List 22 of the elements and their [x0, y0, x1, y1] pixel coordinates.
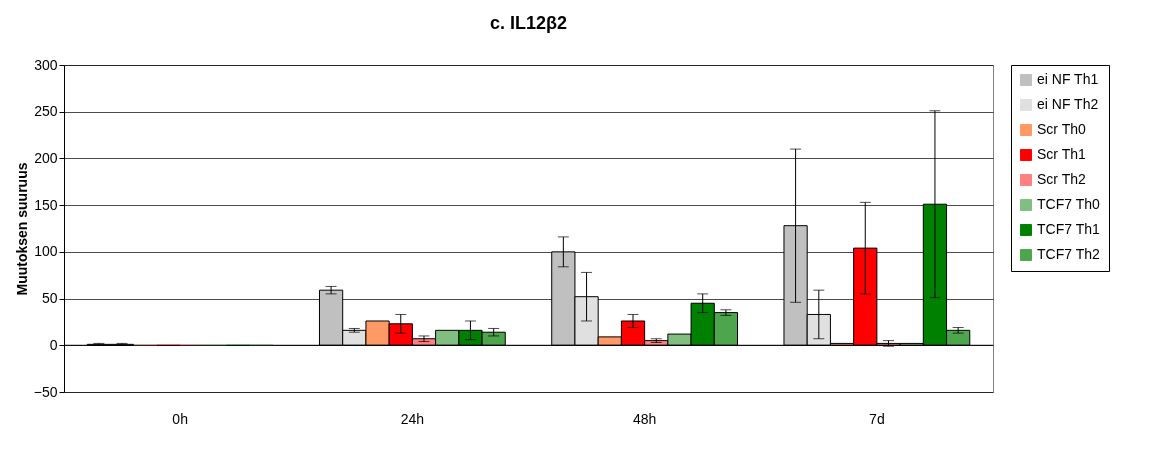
legend-label: ei NF Th1 — [1037, 71, 1099, 87]
x-tick-label: 7d — [869, 410, 885, 427]
y-tick-label: 50 — [41, 290, 58, 307]
y-tick-label: −50 — [33, 383, 58, 400]
legend-label: ei NF Th2 — [1037, 96, 1099, 112]
y-tick-label: 0 — [49, 336, 58, 353]
y-tick-label: 200 — [34, 149, 58, 166]
legend-label: TCF7 Th2 — [1037, 246, 1100, 262]
chart-title: c. IL12β2 — [489, 13, 568, 33]
legend-label: Scr Th2 — [1037, 171, 1086, 187]
legend-label: TCF7 Th0 — [1037, 196, 1100, 212]
y-tick-label: 250 — [34, 103, 58, 120]
y-axis-title: Muutoksen suuruus — [13, 162, 30, 296]
legend-label: Scr Th1 — [1037, 146, 1086, 162]
x-tick-label: 0h — [172, 410, 188, 427]
legend-label: TCF7 Th1 — [1037, 221, 1100, 237]
y-tick-label: 300 — [34, 56, 58, 73]
legend-label: Scr Th0 — [1037, 121, 1086, 137]
y-tick-label: 100 — [34, 243, 58, 260]
y-tick-label: 150 — [34, 196, 58, 213]
x-tick-label: 48h — [632, 410, 657, 427]
x-tick-label: 24h — [400, 410, 425, 427]
